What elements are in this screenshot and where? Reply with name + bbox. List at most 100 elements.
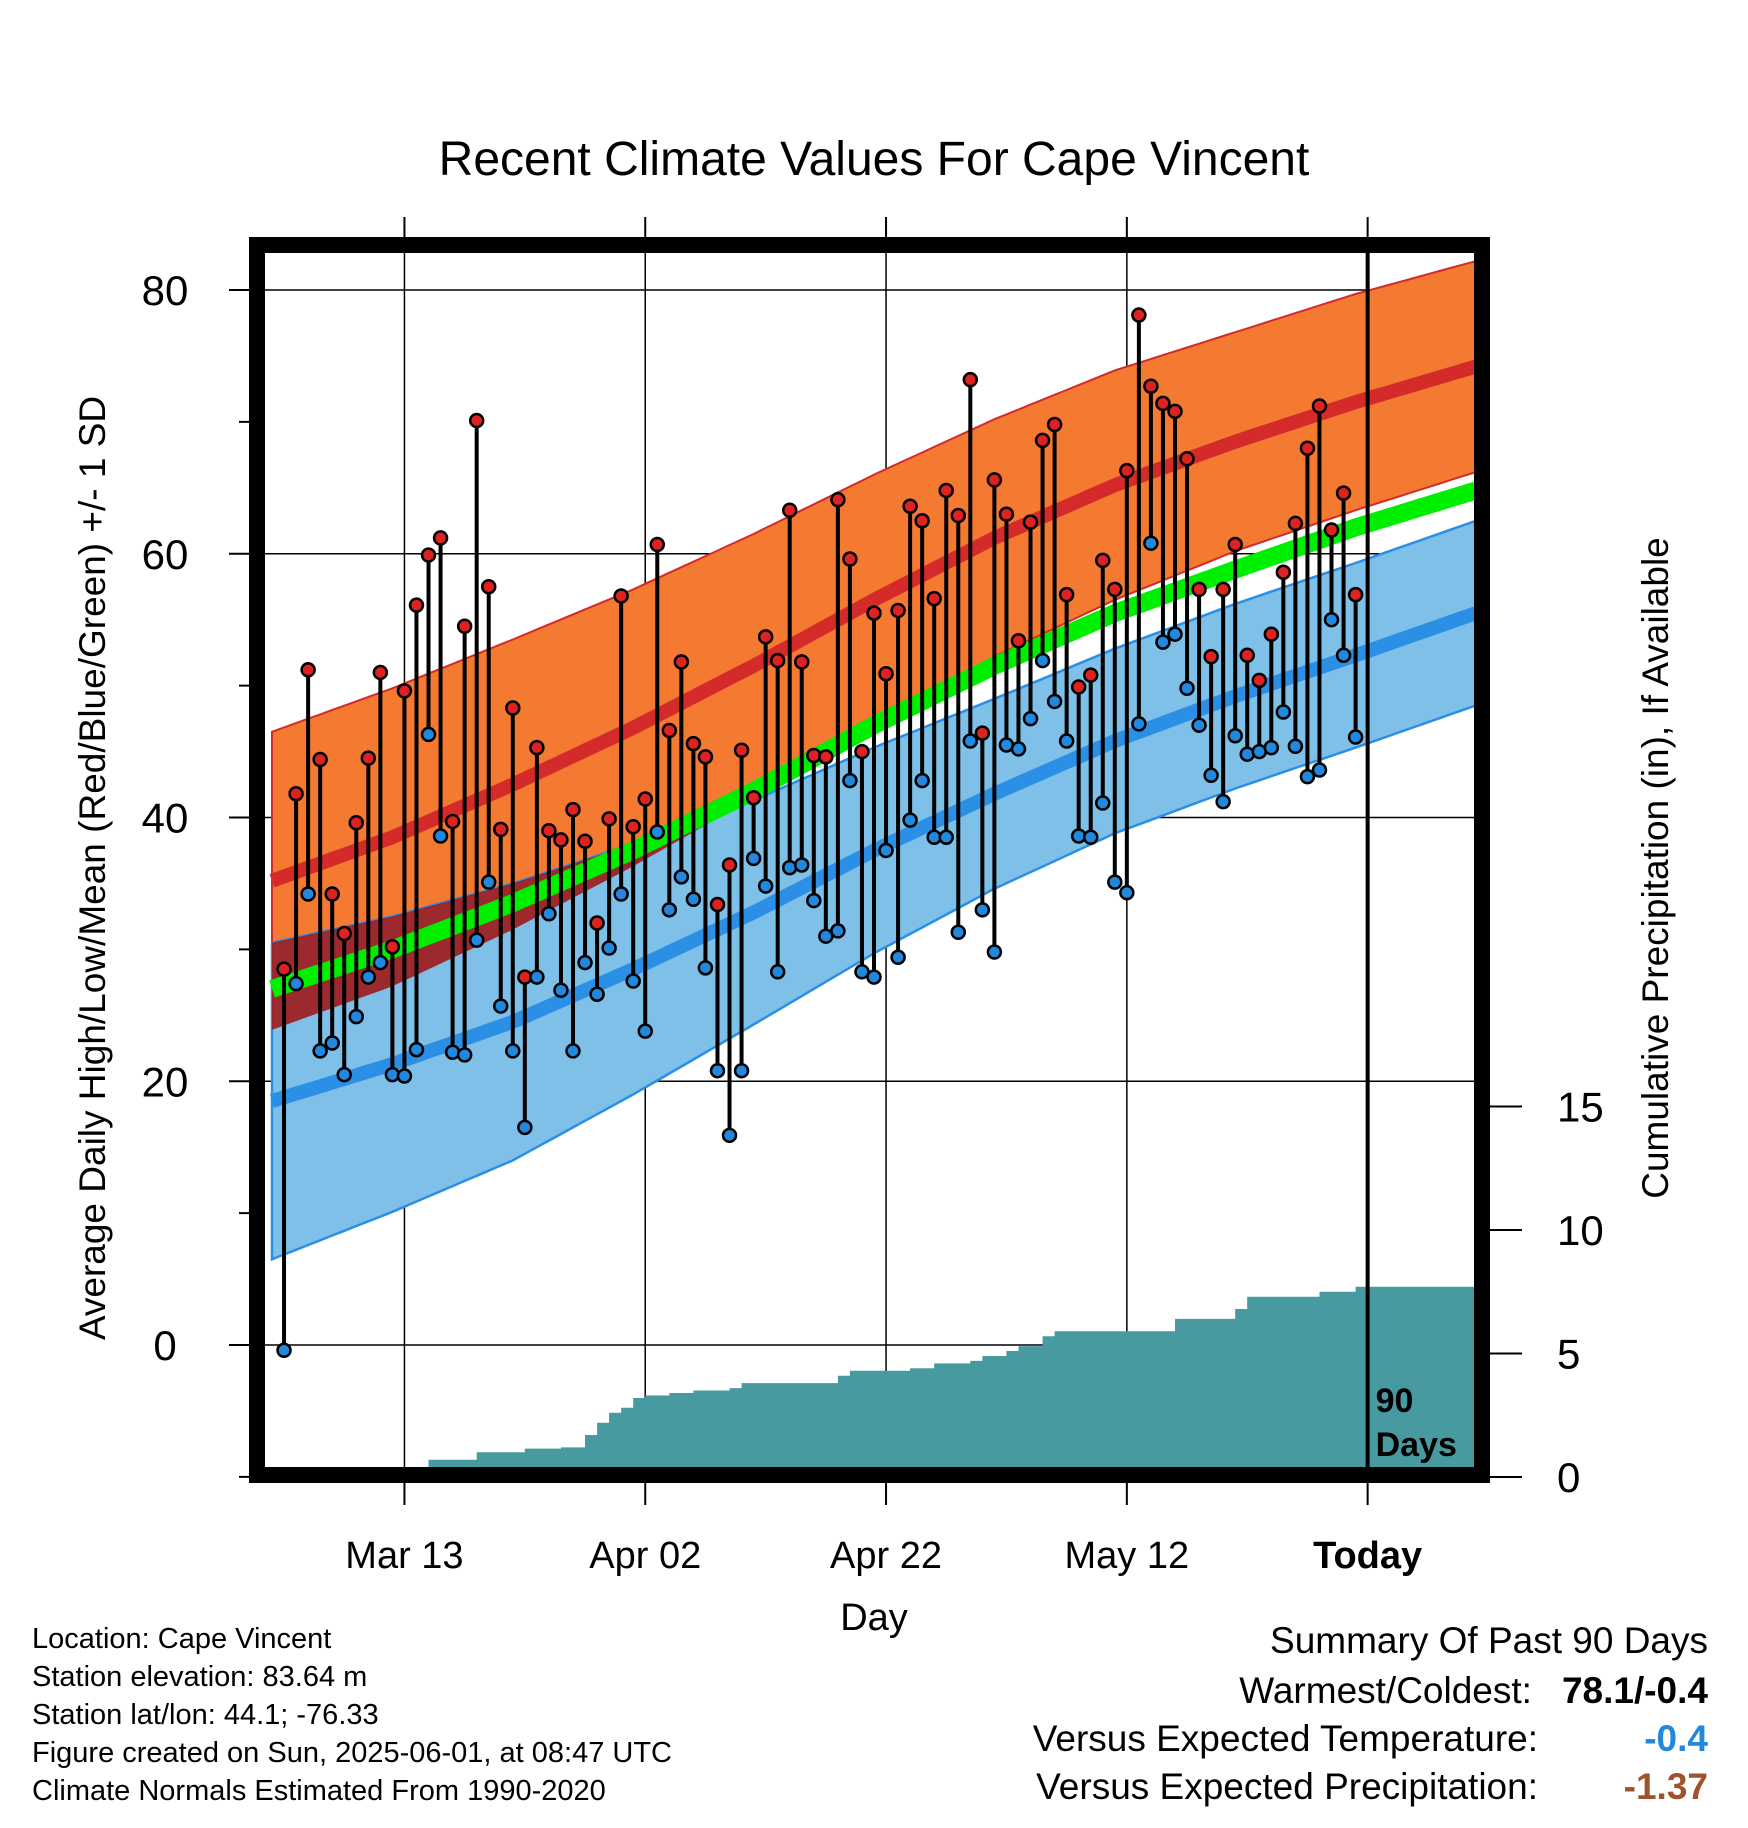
daily-high-point (673, 654, 690, 670)
daily-low-point (456, 1047, 473, 1063)
daily-low-point (914, 772, 930, 789)
daily-high-point (1323, 522, 1340, 538)
y2-tick-label: 5 (1557, 1331, 1580, 1378)
daily-high-point (601, 811, 617, 827)
daily-low-point (745, 850, 762, 867)
daily-high-point (541, 822, 557, 839)
daily-high-point (818, 749, 834, 765)
x-tick-label: Mar 13 (345, 1535, 463, 1577)
y2-tick-label: 15 (1557, 1084, 1604, 1131)
y-tick-label: 40 (142, 795, 189, 842)
temperature-label: Versus Expected Temperature: (1032, 1718, 1538, 1759)
daily-high-point (1082, 667, 1099, 683)
daily-high-point (902, 498, 918, 515)
daily-high-point (890, 602, 906, 619)
daily-high-point (709, 896, 726, 913)
daily-low-point (962, 733, 979, 749)
daily-low-point (878, 842, 894, 859)
daily-low-point (1131, 716, 1147, 732)
daily-low-point (697, 960, 714, 976)
daily-low-point (1010, 741, 1027, 757)
daily-high-point (1046, 416, 1063, 433)
daily-low-point (733, 1062, 750, 1079)
daily-high-point (1143, 378, 1159, 395)
daily-high-point (529, 739, 545, 756)
daily-low-point (1034, 652, 1051, 669)
y2-tick-label: 0 (1557, 1454, 1580, 1501)
daily-high-point (986, 472, 1003, 488)
daily-high-point (300, 662, 316, 678)
daily-high-point (372, 664, 389, 681)
daily-low-point (505, 1043, 521, 1059)
daily-high-point (938, 482, 954, 499)
temperature-value: -0.4 (1644, 1718, 1708, 1759)
daily-low-point (794, 857, 810, 873)
daily-low-point (1335, 647, 1352, 664)
x-tick-label: May 12 (1065, 1535, 1190, 1577)
daily-high-point (625, 818, 641, 835)
y-tick-label: 20 (142, 1058, 189, 1105)
daily-high-point (1095, 552, 1111, 569)
daily-low-point (806, 892, 822, 909)
daily-high-point (1131, 307, 1147, 323)
daily-low-point (372, 954, 389, 971)
daily-low-point (721, 1127, 738, 1144)
daily-low-point (468, 932, 485, 948)
daily-high-point (1335, 485, 1352, 501)
summary-precipitation: Versus Expected Precipitation: -1.37 (1036, 1766, 1708, 1808)
daily-high-point (974, 725, 991, 741)
daily-high-point (926, 590, 942, 607)
daily-high-point (577, 833, 593, 849)
daily-high-point (276, 961, 292, 977)
daily-high-point (1251, 672, 1268, 689)
daily-low-point (1203, 767, 1219, 784)
station-info: Location: Cape Vincent Station elevation… (32, 1620, 672, 1810)
y2-tick-label: 10 (1557, 1207, 1604, 1254)
daily-low-point (1179, 680, 1195, 697)
daily-low-point (601, 940, 617, 956)
daily-low-point (1287, 738, 1304, 755)
summary-title: Summary Of Past 90 Days (1270, 1620, 1708, 1661)
y-tick-label: 80 (142, 267, 189, 314)
daily-low-point (420, 726, 437, 743)
today-label-days-word: Days (1376, 1426, 1457, 1464)
daily-low-point (1082, 829, 1099, 846)
daily-high-point (324, 886, 340, 902)
daily-low-point (276, 1342, 292, 1359)
daily-low-point (324, 1035, 340, 1051)
daily-high-point (757, 629, 774, 645)
daily-low-point (396, 1068, 413, 1084)
daily-high-point (1119, 462, 1135, 479)
info-latlon: Station lat/lon: 44.1; -76.33 (32, 1699, 379, 1731)
daily-low-point (986, 944, 1003, 960)
daily-high-point (950, 507, 967, 524)
daily-high-point (781, 502, 798, 518)
daily-high-point (661, 722, 678, 739)
summary-warmest-coldest: Warmest/Coldest: 78.1/-0.4 (1239, 1670, 1708, 1712)
daily-high-point (854, 743, 870, 760)
daily-high-point (1287, 515, 1304, 532)
daily-low-point (408, 1041, 425, 1058)
daily-low-point (673, 869, 690, 885)
daily-low-point (974, 902, 991, 918)
daily-low-point (1155, 634, 1171, 650)
daily-low-point (336, 1066, 352, 1083)
chart-title: Recent Climate Values For Cape Vincent (439, 133, 1310, 186)
daily-low-point (625, 973, 641, 989)
x-axis-label: Day (840, 1597, 908, 1639)
daily-high-point (830, 491, 846, 508)
daily-low-point (1119, 884, 1135, 901)
summary-temperature: Versus Expected Temperature: -0.4 (1033, 1718, 1708, 1760)
daily-high-point (444, 813, 461, 830)
daily-low-point (1227, 727, 1243, 744)
daily-high-point (1191, 581, 1207, 598)
daily-high-point (312, 751, 328, 768)
daily-high-point (1203, 648, 1219, 665)
daily-low-point (1167, 626, 1183, 642)
info-location: Location: Cape Vincent (32, 1623, 332, 1655)
precipitation-area (428, 1286, 1476, 1475)
warmest-coldest-value: 78.1/-0.4 (1561, 1670, 1708, 1711)
daily-high-point (1275, 564, 1292, 580)
daily-high-point (396, 683, 413, 699)
